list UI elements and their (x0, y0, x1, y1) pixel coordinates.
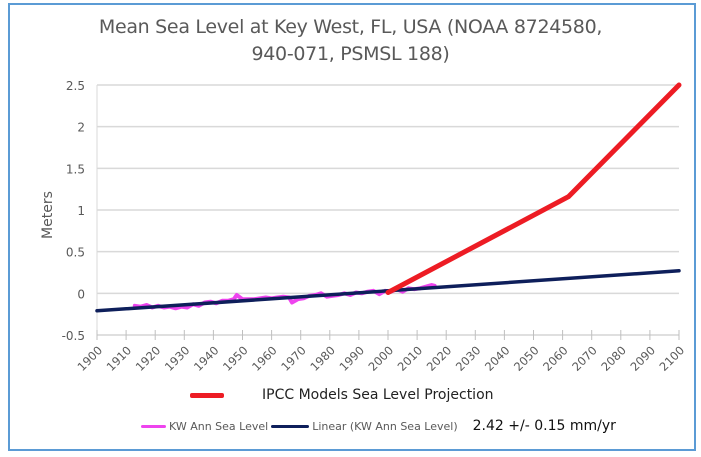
x-tick-label: 2010 (395, 343, 426, 374)
y-tick-label: 0 (77, 287, 85, 301)
x-tick-label: 2060 (540, 343, 571, 374)
legend-swatch-ipcc (190, 392, 224, 398)
x-tick-label: 2090 (627, 343, 658, 374)
legend-swatch-linear (271, 424, 310, 428)
x-tick-label: 1930 (162, 343, 193, 374)
y-tick-label: -0.5 (62, 329, 85, 343)
x-tick-label: 2080 (598, 343, 629, 374)
chart-title-line-2: 940-071, PSMSL 188) (251, 43, 450, 65)
x-tick-label: 1920 (133, 343, 164, 374)
y-tick-label: 1.5 (66, 162, 85, 176)
x-tick-label: 2040 (482, 343, 513, 374)
legend-swatch-kw (141, 424, 166, 428)
x-tick-label: 2070 (569, 343, 600, 374)
legend-label-linear: Linear (KW Ann Sea Level) (312, 419, 458, 433)
series-line-ipcc-projection (385, 82, 682, 295)
x-tick-label: 1980 (307, 343, 338, 374)
y-tick-label: 0.5 (66, 246, 85, 260)
x-tick-label: 2020 (424, 343, 455, 374)
chart-frame (8, 3, 696, 451)
y-axis-label: Meters (40, 191, 56, 239)
x-tick-label: 2000 (366, 343, 397, 374)
legend-ipcc: IPCC Models Sea Level Projection (190, 383, 494, 407)
x-tick-label: 2050 (511, 343, 542, 374)
y-tick-label: 2.5 (66, 79, 85, 93)
x-tick-label: 1940 (191, 343, 222, 374)
y-tick-label: 2 (77, 121, 85, 135)
legend-label-ipcc: IPCC Models Sea Level Projection (262, 387, 494, 403)
chart-title: Mean Sea Level at Key West, FL, USA (NOA… (0, 14, 701, 68)
trend-annotation: 2.42 +/- 0.15 mm/yr (472, 418, 616, 434)
x-tick-label: 1950 (220, 343, 251, 374)
x-tick-label: 1910 (104, 343, 135, 374)
x-tick-label: 2030 (453, 343, 484, 374)
y-tick-label: 1 (77, 204, 85, 218)
x-tick-label: 1960 (249, 343, 280, 374)
chart-title-line-1: Mean Sea Level at Key West, FL, USA (NOA… (98, 16, 603, 38)
x-tick-label: 1900 (75, 343, 106, 374)
legend-bottom: KW Ann Sea Level Linear (KW Ann Sea Leve… (141, 416, 616, 436)
x-tick-label: 1990 (336, 343, 367, 374)
x-tick-label: 1970 (278, 343, 309, 374)
x-tick-label: 2100 (657, 343, 688, 374)
legend-label-kw: KW Ann Sea Level (169, 419, 269, 433)
